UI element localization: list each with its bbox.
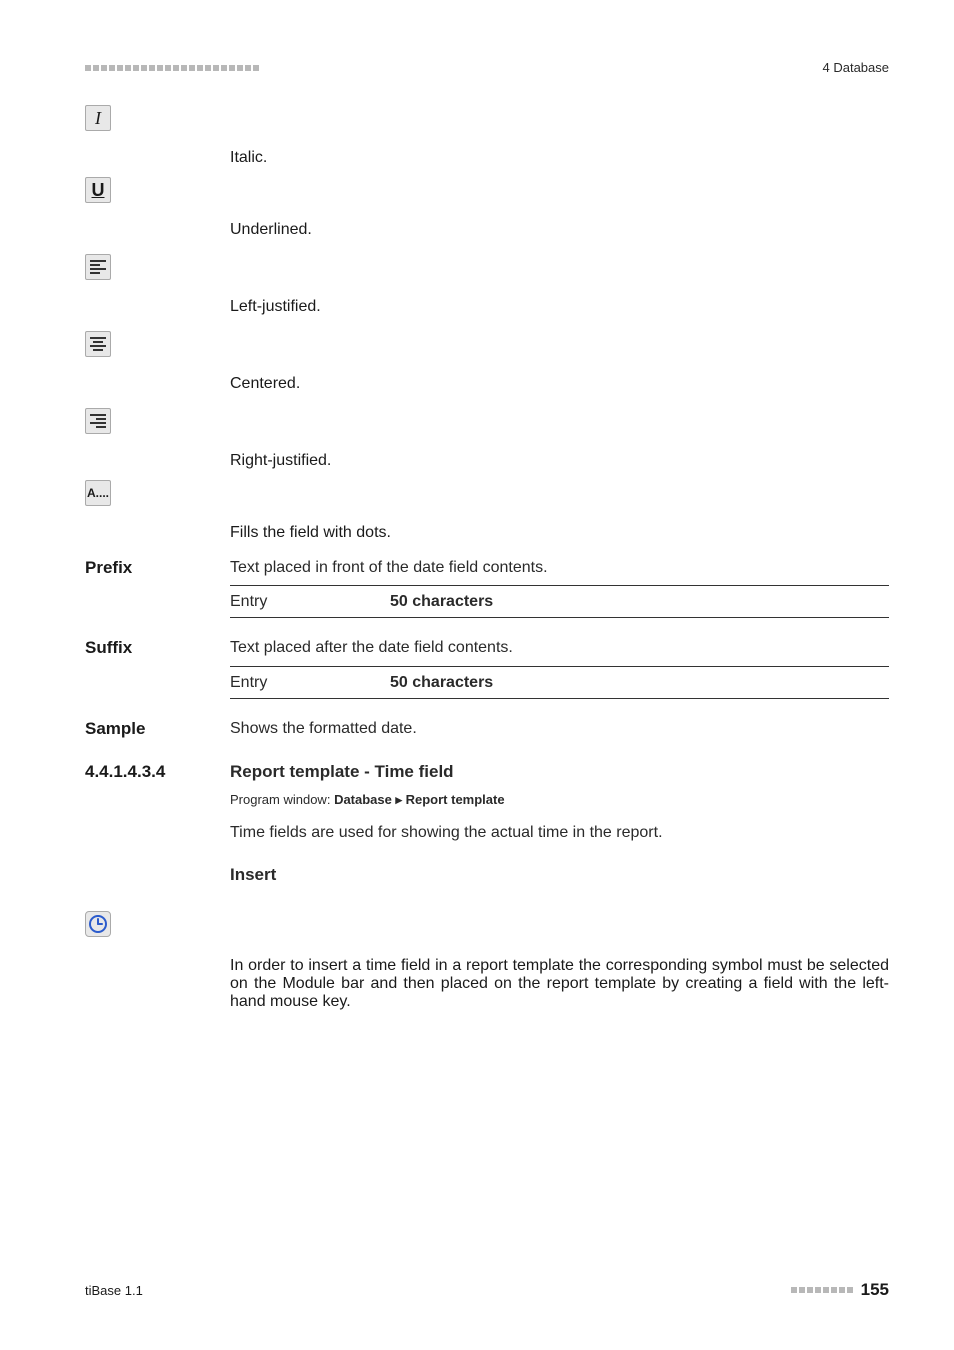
page-header: 4 Database: [85, 60, 889, 75]
suffix-entry-value: 50 characters: [390, 671, 493, 694]
suffix-label: Suffix: [85, 638, 132, 657]
italic-icon: I: [85, 105, 111, 131]
insert-heading: Insert: [230, 863, 889, 888]
suffix-description: Text placed after the date field content…: [230, 636, 889, 659]
program-window-line: Program window: Database ▸ Report templa…: [230, 791, 889, 810]
header-dashes-icon: [85, 65, 259, 71]
insert-body: In order to insert a time field in a rep…: [230, 957, 889, 1011]
prefix-description: Text placed in front of the date field c…: [230, 556, 889, 579]
prefix-entry-label: Entry: [230, 590, 390, 613]
sample-label: Sample: [85, 719, 145, 738]
clock-icon: [85, 911, 111, 937]
section-number: 4.4.1.4.3.4: [85, 762, 165, 781]
align-right-icon: [85, 408, 111, 434]
fill-dots-icon: A....: [85, 480, 111, 506]
suffix-entry-row: Entry 50 characters: [230, 666, 889, 699]
prefix-entry-value: 50 characters: [390, 590, 493, 613]
program-window-label: Program window:: [230, 792, 330, 807]
centered-description: Centered.: [230, 375, 889, 393]
underline-icon: U: [85, 177, 111, 203]
program-window-path: Database ▸ Report template: [334, 792, 505, 807]
italic-description: Italic.: [230, 149, 889, 167]
page-number: 155: [861, 1280, 889, 1300]
align-center-icon: [85, 331, 111, 357]
right-justified-description: Right-justified.: [230, 452, 889, 470]
footer-product: tiBase 1.1: [85, 1283, 143, 1298]
suffix-entry-label: Entry: [230, 671, 390, 694]
sample-description: Shows the formatted date.: [230, 717, 889, 740]
section-description: Time fields are used for showing the act…: [230, 821, 889, 844]
align-left-icon: [85, 254, 111, 280]
underlined-description: Underlined.: [230, 221, 889, 239]
prefix-label: Prefix: [85, 558, 132, 577]
left-justified-description: Left-justified.: [230, 298, 889, 316]
fill-dots-description: Fills the field with dots.: [230, 524, 889, 542]
footer-dashes-icon: [791, 1287, 853, 1293]
section-title: Report template - Time field: [230, 760, 889, 785]
page-footer: tiBase 1.1 155: [85, 1280, 889, 1300]
prefix-entry-row: Entry 50 characters: [230, 585, 889, 618]
header-section-label: 4 Database: [823, 60, 890, 75]
